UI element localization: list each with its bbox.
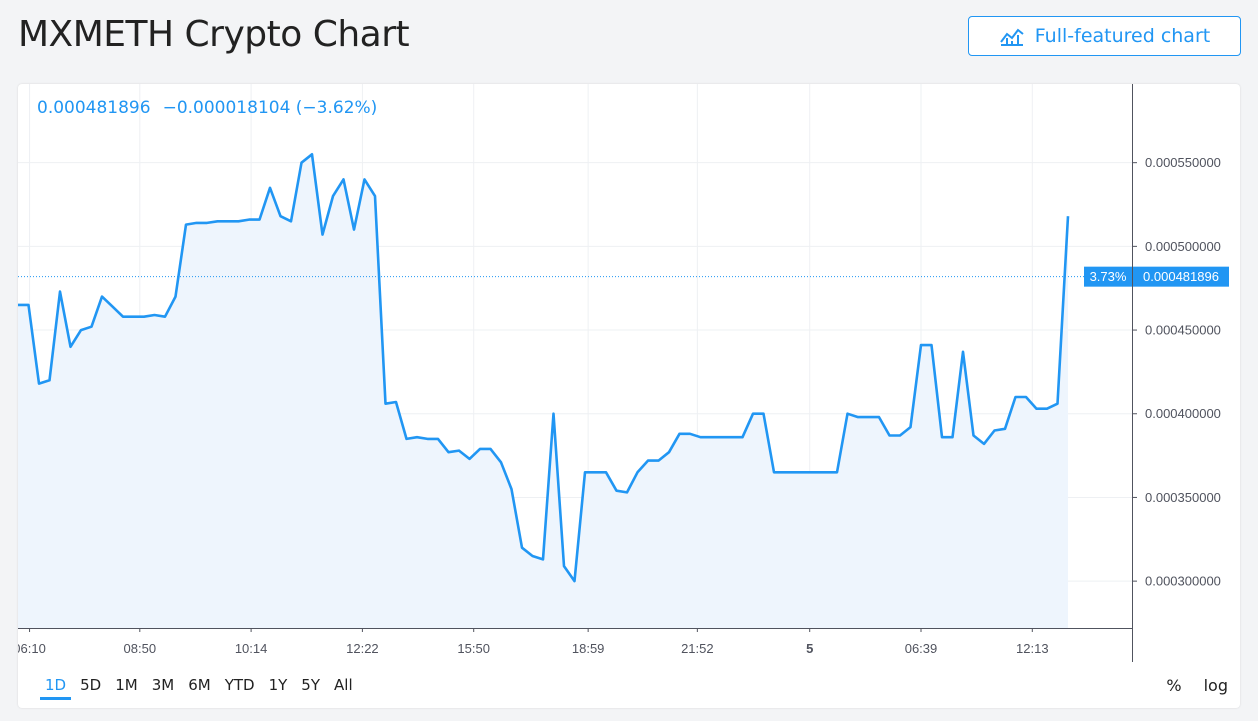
legend-change: −0.000018104 (−3.62%)	[162, 98, 378, 118]
x-tick-label: 15:50	[457, 641, 490, 656]
last-percent-box	[1084, 266, 1132, 287]
range-tab-1m[interactable]: 1M	[115, 676, 138, 694]
full-featured-chart-button[interactable]: Full-featured chart	[968, 16, 1241, 56]
price-line[interactable]	[18, 153, 1070, 583]
last-percent-label: 3.73%	[1090, 269, 1127, 284]
price-legend: 0.000481896 −0.000018104 (−3.62%)	[37, 98, 377, 118]
legend-last-price: 0.000481896	[37, 98, 151, 118]
range-tab-5d[interactable]: 5D	[80, 676, 102, 694]
x-tick-label: 5	[806, 641, 813, 656]
range-tab-ytd[interactable]: YTD	[224, 676, 255, 694]
y-tick-label: 0.000500000	[1145, 239, 1221, 254]
log-scale-button[interactable]: log	[1203, 676, 1228, 695]
x-tick-label: 10:14	[235, 641, 268, 656]
x-tick-label: 21:52	[681, 641, 714, 656]
x-tick-label: 08:50	[124, 641, 157, 656]
range-tab-6m[interactable]: 6M	[188, 676, 211, 694]
chart-panel: 0.000300000 0.000350000 0.000400000 0.00045…	[18, 84, 1240, 708]
range-tab-5y[interactable]: 5Y	[301, 676, 321, 694]
last-price-label: 0.000481896	[1143, 269, 1219, 284]
range-selector: 1D 5D 1M 3M 6M YTD 1Y 5Y All	[38, 674, 360, 700]
range-tab-all[interactable]: All	[334, 676, 353, 694]
last-price-box	[1133, 266, 1229, 287]
x-tick-label: 18:59	[572, 641, 605, 656]
page-title: MXMETH Crypto Chart	[18, 14, 410, 55]
x-tick-label: 06:39	[905, 641, 938, 656]
y-tick-label: 0.000550000	[1145, 155, 1221, 170]
x-tick-label: 12:22	[346, 641, 379, 656]
price-area	[18, 154, 1068, 629]
range-tab-3m[interactable]: 3M	[151, 676, 175, 694]
x-tick-label: 06:10	[18, 641, 46, 656]
range-tab-1y[interactable]: 1Y	[268, 676, 288, 694]
scale-options: % log	[1166, 674, 1228, 697]
x-tick-label: 12:13	[1016, 641, 1049, 656]
y-tick-label: 0.000450000	[1145, 323, 1221, 338]
chart-icon	[999, 28, 1024, 46]
y-tick-label: 0.000400000	[1145, 406, 1221, 421]
range-tab-1d[interactable]: 1D	[38, 674, 73, 700]
price-chart[interactable]: 0.000300000 0.000350000 0.000400000 0.00045…	[18, 84, 1240, 664]
y-tick-label: 0.000300000	[1145, 574, 1221, 589]
percent-scale-button[interactable]: %	[1166, 676, 1182, 695]
y-tick-label: 0.000350000	[1145, 490, 1221, 505]
full-featured-chart-label: Full-featured chart	[1034, 25, 1211, 47]
